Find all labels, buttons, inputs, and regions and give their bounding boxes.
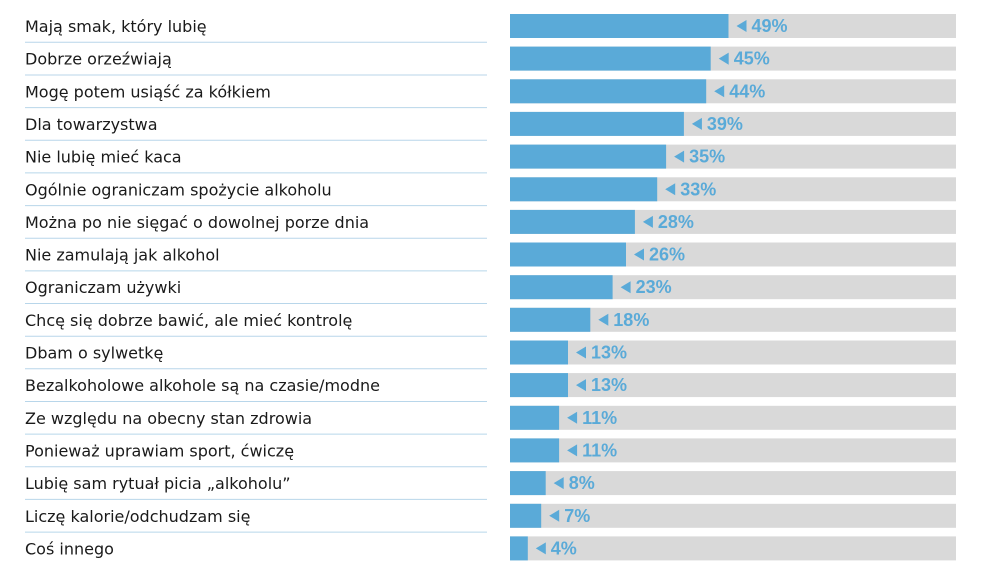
- bar-track: [510, 471, 956, 496]
- value-label: 39%: [707, 114, 743, 134]
- value-pointer-icon: [567, 444, 578, 457]
- value-pointer-icon: [718, 52, 729, 65]
- bar: [510, 340, 568, 365]
- bar: [510, 373, 568, 398]
- bar-track: [510, 503, 956, 528]
- category-label: Ze względu na obecny stan zdrowia: [25, 409, 312, 428]
- category-label: Mogę potem usiąść za kółkiem: [25, 82, 271, 101]
- value-label: 44%: [729, 81, 765, 101]
- category-label: Bezalkoholowe alkohole są na czasie/modn…: [25, 376, 380, 395]
- bar-track: [510, 405, 956, 430]
- value-pointer-icon: [674, 150, 685, 163]
- category-label: Nie lubię mieć kaca: [25, 148, 182, 167]
- value-pointer-icon: [576, 379, 586, 392]
- value-pointer-icon: [642, 215, 653, 228]
- bar: [510, 438, 560, 463]
- bar: [510, 177, 658, 202]
- value-label: 45%: [734, 49, 770, 69]
- value-pointer-icon: [691, 117, 702, 130]
- value-pointer-icon: [714, 85, 725, 98]
- category-label: Dobrze orzeźwiają: [25, 50, 172, 69]
- bar: [510, 405, 560, 430]
- category-label: Ponieważ uprawiam sport, ćwiczę: [25, 441, 294, 460]
- value-pointer-icon: [634, 248, 644, 261]
- value-label: 33%: [680, 179, 716, 199]
- bar: [510, 471, 546, 496]
- value-label: 13%: [591, 375, 627, 395]
- bar-track: [510, 536, 956, 561]
- value-label: 4%: [551, 538, 577, 558]
- category-label: Dla towarzystwa: [25, 115, 158, 134]
- value-pointer-icon: [553, 477, 564, 490]
- value-label: 35%: [689, 147, 725, 167]
- bar: [510, 46, 711, 71]
- category-label: Ograniczam używki: [25, 278, 181, 297]
- category-label: Nie zamulają jak alkohol: [25, 246, 220, 265]
- category-label: Mają smak, który lubię: [25, 17, 207, 36]
- value-pointer-icon: [736, 20, 747, 32]
- category-label: Ogólnie ograniczam spożycie alkoholu: [25, 180, 332, 199]
- value-label: 28%: [658, 212, 694, 232]
- bar: [510, 111, 684, 136]
- value-pointer-icon: [535, 542, 546, 555]
- bar: [510, 79, 707, 104]
- bar: [510, 14, 729, 38]
- category-label: Coś innego: [25, 539, 114, 558]
- value-pointer-icon: [549, 509, 560, 522]
- bar: [510, 536, 528, 561]
- bar-track: [510, 438, 956, 463]
- category-label: Chcę się dobrze bawić, ale mieć kontrolę: [25, 311, 352, 330]
- value-label: 13%: [591, 343, 627, 363]
- bar: [510, 275, 613, 300]
- value-label: 23%: [636, 277, 672, 297]
- bar: [510, 307, 591, 332]
- value-label: 7%: [564, 506, 590, 526]
- category-label: Liczę kalorie/odchudzam się: [25, 507, 250, 526]
- value-label: 11%: [582, 440, 617, 460]
- value-pointer-icon: [665, 183, 676, 196]
- value-label: 8%: [569, 473, 595, 493]
- category-label: Dbam o sylwetkę: [25, 344, 163, 363]
- category-label: Można po nie sięgać o dowolnej porze dni…: [25, 213, 369, 232]
- bar: [510, 144, 667, 169]
- value-label: 11%: [582, 408, 617, 428]
- value-pointer-icon: [576, 346, 586, 359]
- bar: [510, 209, 635, 234]
- category-label: Lubię sam rytuał picia „alkoholu”: [25, 474, 291, 493]
- value-label: 18%: [613, 310, 649, 330]
- value-pointer-icon: [598, 313, 609, 326]
- value-pointer-icon: [567, 411, 578, 424]
- value-pointer-icon: [620, 281, 631, 294]
- value-label: 26%: [649, 245, 685, 265]
- value-label: 49%: [752, 16, 788, 36]
- bar: [510, 242, 626, 267]
- bar: [510, 503, 542, 528]
